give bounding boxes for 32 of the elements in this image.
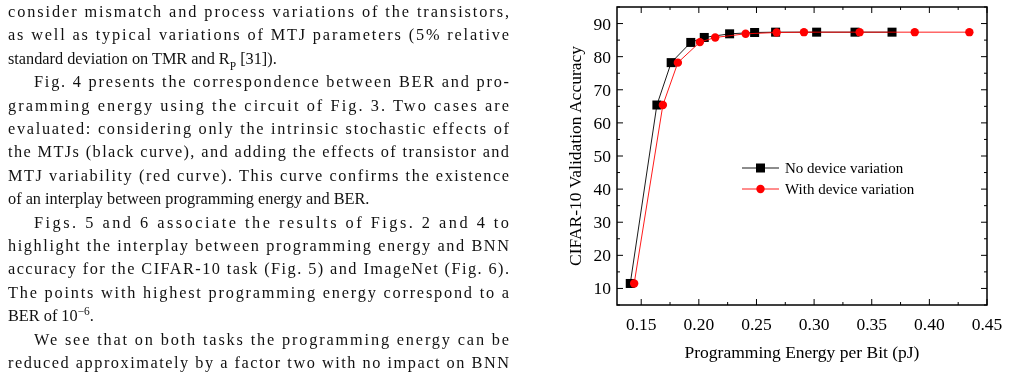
- point: [695, 37, 705, 47]
- point: [629, 279, 639, 288]
- body-text: consider mismatch and process variations of the transistors, as well as typical variations of MTJ parameters (5% relative standard deviation on TMR and R$_{P}$ [31]). Fig. 4 presents the correspondence between BER and pro- gramming energy using the circuit of Fig. 3. Two cases are evaluated: considering only the intrinsic stochastic effects of the MTJs (black curve), and adding the effects of transistor and MTJ variability (red curve). This curve confirms the existence of an interplay between programming energy and BER. Figs. 5 and 6 associate the results of Figs. 2 and 4 to highlight the interplay between programming energy and BNN accuracy for the CIFAR-10 task (Fig. 5) and ImageNet (Fig. 6). The points with highest programming energy correspond to a BER of 10$^{−6}$. We see that on both tasks the programming energy can be reduced approximately by a factor two with no impact on BNN: [8, 2, 509, 372]
- x-tick-label: 0.25: [741, 314, 773, 334]
- y-tick-label: 60: [593, 112, 612, 133]
- x-tick-label: 0.20: [683, 314, 715, 334]
- y-tick-label: 80: [593, 46, 612, 67]
- point: [910, 27, 919, 37]
- point: [711, 33, 720, 42]
- x-axis-title: Programming Energy per Bit (pJ): [684, 342, 920, 362]
- legend-label: No device variation: [785, 160, 904, 176]
- y-axis-title: CIFAR-10 Validation Accuracy: [565, 45, 585, 267]
- point: [673, 58, 683, 67]
- point: [965, 27, 974, 37]
- y-tick-label: 50: [593, 146, 612, 166]
- x-tick-label: 0.15: [625, 314, 657, 334]
- x-tick-label: 0.30: [798, 314, 830, 334]
- point: [855, 27, 864, 37]
- y-tick-label: 70: [593, 79, 612, 100]
- y-tick-label: 40: [593, 179, 612, 200]
- legend-label: With device variation: [785, 181, 915, 197]
- y-tick-label: 20: [593, 245, 612, 266]
- point: [741, 29, 750, 39]
- point: [658, 100, 668, 110]
- x-tick-label: 0.45: [971, 314, 1003, 334]
- y-tick-label: 30: [593, 212, 612, 233]
- point: [799, 27, 809, 37]
- x-tick-label: 0.40: [914, 314, 945, 334]
- x-tick-label: 0.35: [856, 314, 888, 334]
- y-tick-label: 10: [593, 278, 612, 299]
- y-tick-label: 90: [593, 13, 612, 34]
- point: [686, 37, 696, 47]
